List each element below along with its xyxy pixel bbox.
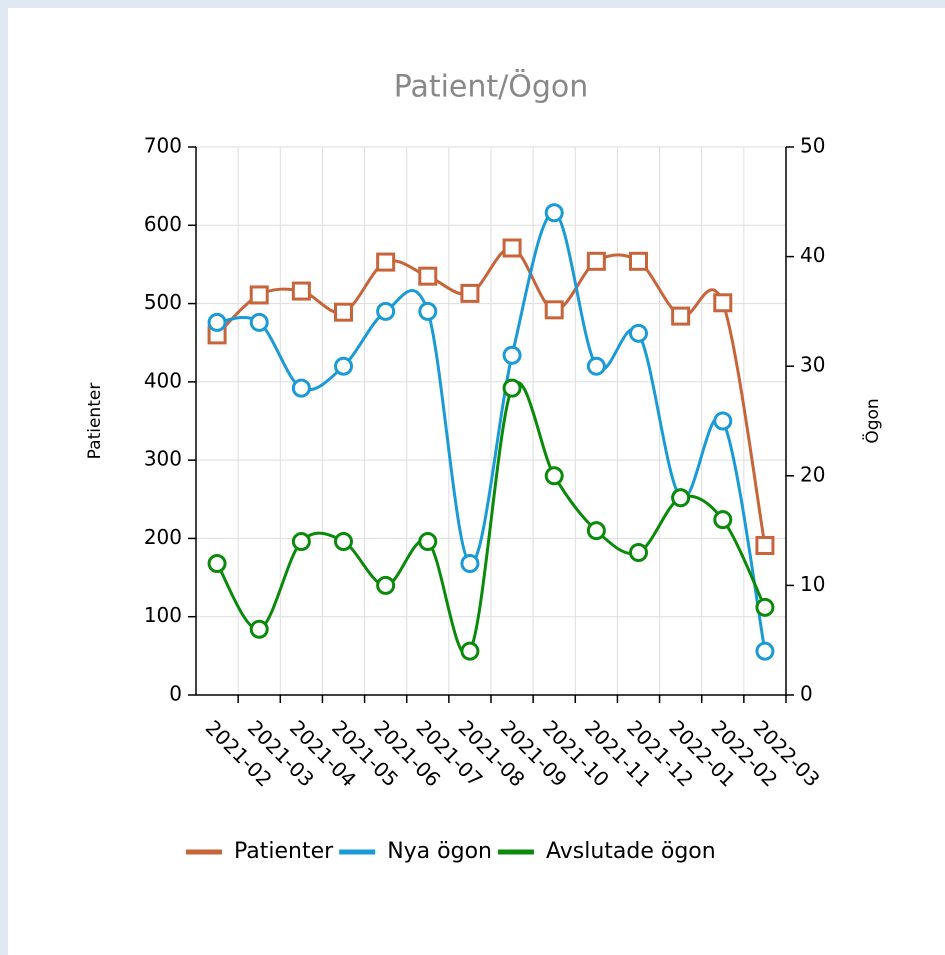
y2-tick-label: 50 [800,134,825,158]
marker [460,641,480,661]
marker [376,575,396,595]
y-tick-label: 700 [144,134,182,158]
legend-label: Nya ögon [387,839,492,864]
marker [460,283,480,303]
marker [586,251,606,271]
marker [460,553,480,573]
y2-tick-label: 20 [800,462,825,486]
y-tick-label: 600 [144,212,182,236]
marker [291,532,311,552]
marker [544,300,564,320]
y2-tick-label: 30 [800,353,825,377]
marker [418,266,438,286]
marker [334,532,353,552]
y2-axis-label: Ögon [861,398,883,443]
marker [544,466,564,486]
marker [755,535,775,555]
marker [249,619,269,639]
y2-tick-label: 10 [800,572,825,596]
marker [755,597,775,617]
marker [586,521,606,541]
y2-tick-label: 0 [800,682,813,706]
marker [544,203,564,223]
marker [502,378,522,398]
marker [291,378,311,398]
marker [502,345,522,365]
marker [418,532,438,552]
card [8,8,945,955]
legend-label: Avslutade ögon [546,839,716,864]
marker [629,323,648,343]
marker [629,251,648,271]
y-axis-label: Patienter [85,383,105,460]
y-tick-label: 300 [144,447,182,471]
marker [713,293,733,313]
marker [755,641,775,661]
marker [671,488,691,508]
marker [376,301,396,321]
marker [713,411,733,431]
marker [502,238,522,258]
y2-tick-label: 40 [800,243,825,267]
y-tick-label: 0 [169,682,182,706]
legend-label: Patienter [234,839,334,864]
marker [629,543,648,563]
y-tick-label: 400 [144,368,182,392]
marker [334,356,353,376]
marker [418,301,438,321]
y-tick-label: 200 [144,525,182,549]
marker [249,285,269,305]
marker [671,306,691,326]
marker [586,356,606,376]
marker [291,281,311,301]
marker [207,312,227,332]
y-tick-label: 500 [144,290,182,314]
marker [376,252,396,272]
marker [207,553,227,573]
y-tick-label: 100 [144,603,182,627]
chart-title: Patient/Ögon [394,69,589,105]
marker [713,510,733,530]
marker [249,312,269,332]
marker [334,302,353,322]
